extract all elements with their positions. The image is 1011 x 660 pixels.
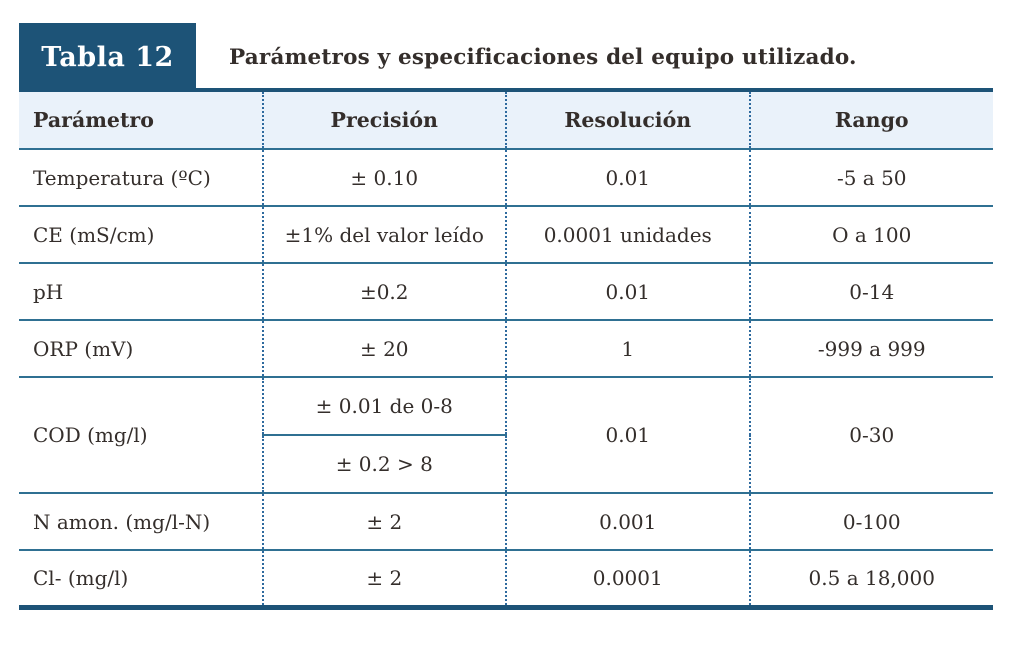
cell-range: 0-14 [748,262,993,320]
table-title: Parámetros y especificaciones del equipo… [229,26,857,88]
cell-param: Cl- (mg/l) [19,549,263,607]
table-row-cl: Cl- (mg/l) ± 2 0.0001 0.5 a 18,000 [19,549,993,607]
column-header-parametro: Parámetro [33,108,154,132]
cell-precision: ± 0.10 [261,148,506,206]
table-title-text: Parámetros y especificaciones del equipo… [229,44,857,70]
cell-param: ORP (mV) [19,319,263,377]
cell-precision: ±1% del valor leído [261,205,506,263]
cell-precision-upper: ± 0.01 de 0-8 [261,376,506,435]
cell-param: CE (mS/cm) [19,205,263,263]
cell-range: O a 100 [748,205,993,263]
cell-resolution: 0.0001 unidades [505,205,750,263]
table-row-temperatura: Temperatura (ºC) ± 0.10 0.01 -5 a 50 [19,148,993,206]
column-header-resolucion: Resolución [505,90,750,149]
table-number-label: Tabla 12 [41,41,174,73]
cell-range: -5 a 50 [748,148,993,206]
column-header-rango: Rango [748,90,993,149]
cell-resolution: 0.01 [505,148,750,206]
table-row-orp: ORP (mV) ± 20 1 -999 a 999 [19,319,993,377]
cell-range: 0.5 a 18,000 [748,549,993,607]
cell-param: pH [19,262,263,320]
cell-precision: ±0.2 [261,262,506,320]
cell-range: -999 a 999 [748,319,993,377]
cell-resolution: 0.001 [505,492,750,550]
cell-param: N amon. (mg/l-N) [19,492,263,550]
column-header-precision: Precisión [261,90,506,149]
cell-param: COD (mg/l) [19,376,263,493]
table-row-cod-sub: ± 0.2 > 8 [19,434,993,493]
cell-precision: ± 2 [261,492,506,550]
table-row-cod: COD (mg/l) ± 0.01 de 0-8 0.01 0-30 [19,376,993,493]
table-row-ce: CE (mS/cm) ±1% del valor leído 0.0001 un… [19,205,993,263]
cell-param: Temperatura (ºC) [19,148,263,206]
table-row-namon: N amon. (mg/l-N) ± 2 0.001 0-100 [19,492,993,550]
cell-resolution: 1 [505,319,750,377]
specifications-table: Parámetro Precisión Resolución Rango Tem… [19,88,993,610]
cell-range: 0-30 [748,376,993,493]
cell-resolution: 0.01 [505,376,750,493]
cell-resolution: 0.01 [505,262,750,320]
cell-precision: ± 20 [261,319,506,377]
cell-precision: ± 2 [261,549,506,607]
cell-precision-lower: ± 0.2 > 8 [261,434,506,493]
table-row-ph: pH ±0.2 0.01 0-14 [19,262,993,320]
cell-range: 0-100 [748,492,993,550]
table-number-tab: Tabla 12 [19,23,196,91]
table-header-row: Parámetro Precisión Resolución Rango [19,90,993,149]
cell-resolution: 0.0001 [505,549,750,607]
